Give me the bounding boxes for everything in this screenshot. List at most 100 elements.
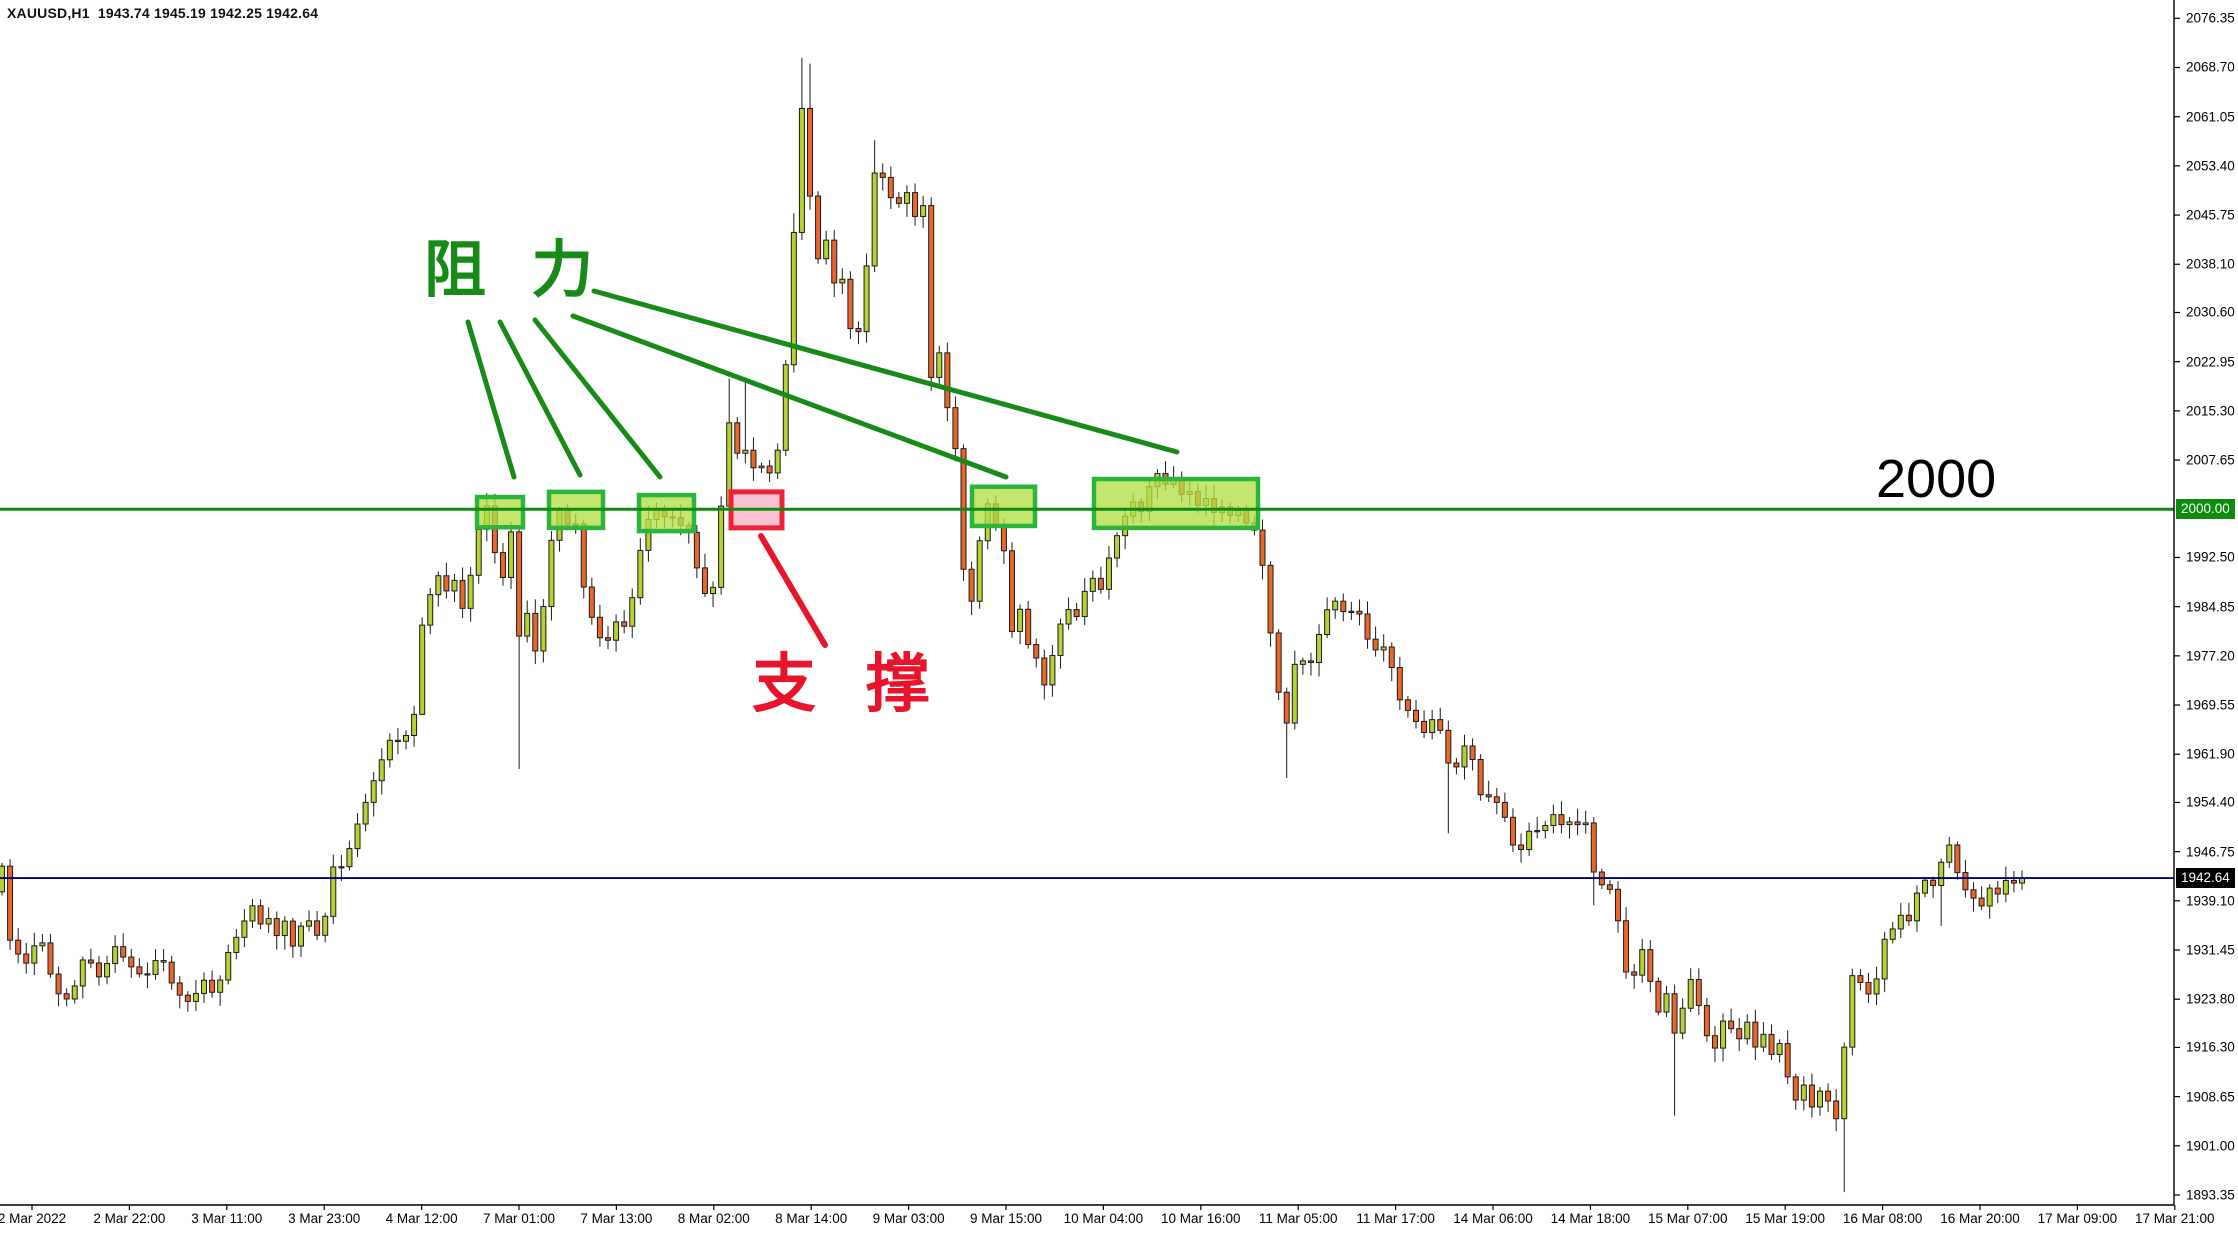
candle-body: [1550, 814, 1557, 826]
candle-body: [386, 739, 393, 761]
candle-body: [944, 352, 951, 409]
candle-body: [1623, 920, 1630, 973]
candle-body: [1558, 814, 1565, 826]
candle-body: [1275, 632, 1282, 693]
candle-body: [1518, 844, 1525, 851]
candle-body: [1663, 993, 1670, 1013]
candle-body: [815, 195, 822, 260]
resistance-pointer-line[interactable]: [570, 313, 1009, 480]
resistance-zone-box[interactable]: [474, 494, 526, 530]
candle-body: [265, 918, 272, 925]
candle-body: [718, 505, 725, 588]
resistance-label[interactable]: 阻 力: [424, 236, 608, 305]
time-axis-label: 11 Mar 17:00: [1356, 1211, 1435, 1226]
candle-body: [1647, 949, 1654, 982]
candle-body: [798, 108, 805, 233]
candle-body: [15, 939, 22, 955]
time-axis-label: 4 Mar 12:00: [385, 1211, 458, 1226]
time-axis-label: 15 Mar 19:00: [1745, 1211, 1825, 1226]
candle-body: [1542, 824, 1549, 832]
candle-body: [1396, 667, 1403, 701]
candle-body: [1962, 872, 1969, 891]
candle-body: [1493, 796, 1500, 803]
candle-body: [152, 960, 159, 975]
candle-body: [297, 925, 304, 947]
resistance-zone-box[interactable]: [636, 492, 697, 534]
candle-body: [1752, 1021, 1759, 1048]
price-axis-label: 2053.40: [2186, 158, 2235, 174]
price-axis-label: 1923.80: [2186, 991, 2235, 1007]
candle-body: [758, 465, 765, 469]
candle-body: [1000, 524, 1007, 552]
candle-body: [0, 865, 5, 893]
candle-body: [1421, 720, 1428, 734]
candle-body: [1946, 844, 1953, 863]
candle-body: [1332, 600, 1339, 611]
candle-body: [1097, 577, 1104, 590]
candle-body: [225, 951, 232, 981]
candle-body: [1380, 646, 1387, 651]
candle-body: [1477, 758, 1484, 796]
candle-body: [1259, 529, 1266, 566]
support-label[interactable]: 支 撑: [752, 648, 946, 720]
level-2000-label[interactable]: 2000: [1876, 449, 1997, 509]
candle-body: [1509, 816, 1516, 846]
candle-body: [314, 920, 321, 936]
price-axis-label: 1893.35: [2186, 1187, 2235, 1203]
candle-body: [346, 848, 353, 868]
candle-body: [370, 780, 377, 803]
candle-body: [289, 920, 296, 947]
time-axis-label: 14 Mar 06:00: [1453, 1211, 1533, 1226]
candle-body: [701, 567, 708, 595]
candle-body: [1784, 1043, 1791, 1078]
candle-body: [112, 946, 119, 965]
candle-body: [1857, 975, 1864, 983]
price-axis-label: 2061.05: [2186, 109, 2235, 125]
candle-body: [1356, 610, 1363, 615]
candle-body: [1695, 979, 1702, 1006]
resistance-zone-box[interactable]: [969, 484, 1038, 529]
candle-body: [1922, 879, 1929, 894]
candle-body: [1267, 564, 1274, 634]
candle-body: [1081, 590, 1088, 617]
candle-body: [1938, 861, 1945, 886]
resistance-pointer-line[interactable]: [465, 319, 517, 480]
candle-body: [1574, 821, 1581, 826]
candle-body: [217, 979, 224, 993]
time-axis-label: 7 Mar 01:00: [482, 1211, 556, 1226]
time-axis-label: 9 Mar 15:00: [969, 1211, 1043, 1226]
candle-body: [467, 574, 474, 609]
candle-body: [1954, 844, 1961, 874]
candle-body: [281, 920, 288, 937]
candle-body: [411, 713, 418, 736]
candle-body: [1057, 623, 1064, 657]
candle-body: [499, 552, 506, 578]
candle-body: [887, 176, 894, 199]
candle-body: [823, 239, 830, 260]
resistance-zone-box[interactable]: [1091, 476, 1261, 531]
candle-body: [1849, 975, 1856, 1048]
time-axis-label: 3 Mar 11:00: [191, 1211, 263, 1226]
candle-body: [968, 568, 975, 602]
resistance-pointer-line[interactable]: [591, 288, 1180, 455]
candle-body: [1930, 879, 1937, 886]
candle-body: [1808, 1084, 1815, 1108]
time-axis-label: 17 Mar 21:00: [2135, 1211, 2215, 1226]
candle-body: [621, 621, 628, 627]
candle-body: [1760, 1033, 1767, 1048]
price-axis-label: 1992.50: [2186, 549, 2235, 565]
candle-body: [831, 239, 838, 284]
candle-body: [184, 994, 191, 1002]
candle-body: [540, 606, 547, 652]
candle-body: [1485, 794, 1492, 798]
resistance-pointer-line[interactable]: [497, 319, 583, 478]
resistance-pointer-line[interactable]: [532, 317, 663, 480]
time-axis-label: 14 Mar 18:00: [1550, 1211, 1631, 1226]
time-axis-label: 10 Mar 16:00: [1161, 1211, 1241, 1226]
candle-body: [1590, 822, 1597, 873]
candle-body: [1994, 887, 2001, 895]
price-axis-label: 2068.70: [2186, 59, 2235, 75]
candle-body: [459, 579, 466, 609]
support-pointer-line[interactable]: [758, 533, 828, 648]
